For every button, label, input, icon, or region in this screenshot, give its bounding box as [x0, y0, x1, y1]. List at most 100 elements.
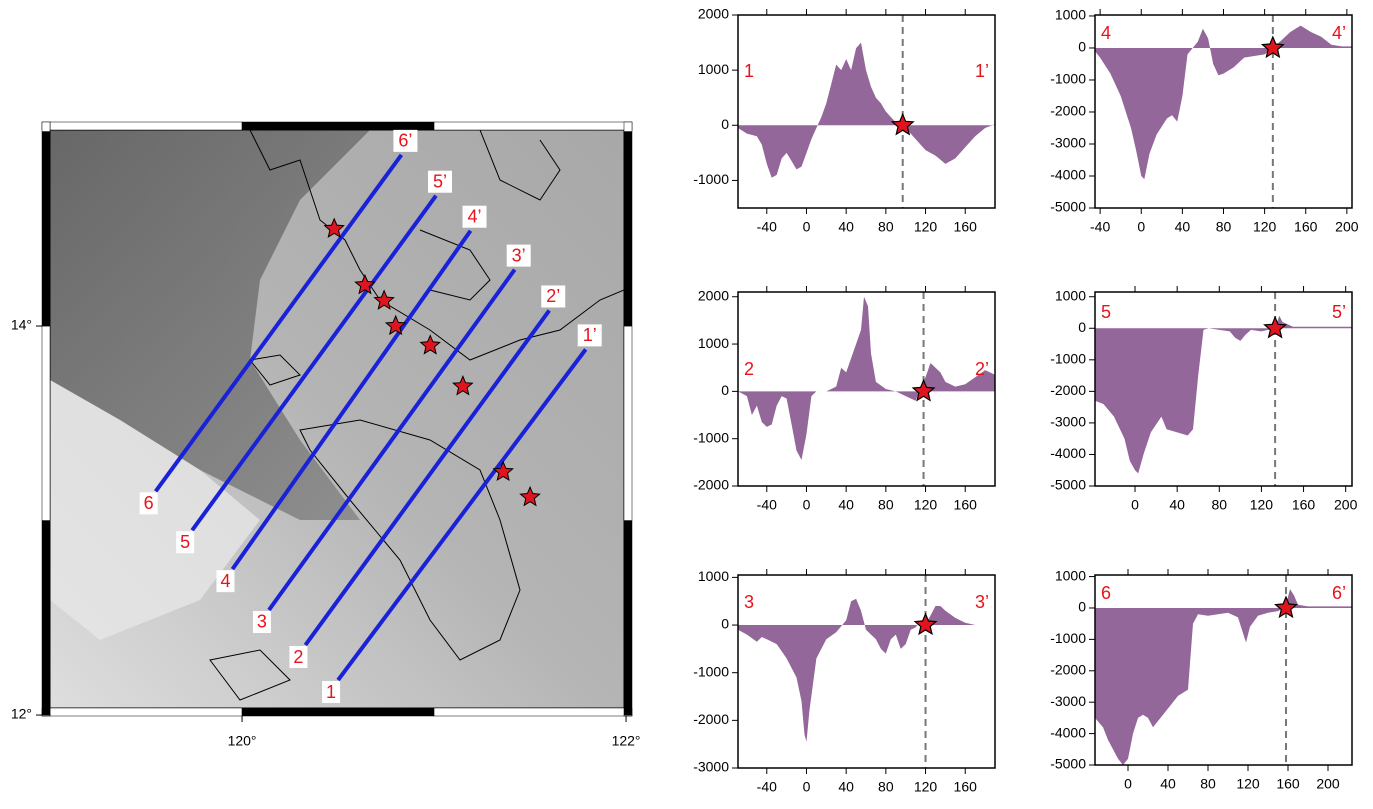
profile-label: 4	[220, 571, 230, 591]
profile-area	[738, 42, 995, 178]
y-tick-label: -2000	[1050, 382, 1086, 398]
y-tick-label: 0	[721, 616, 729, 632]
profile-area	[1095, 589, 1352, 765]
profile-line	[190, 194, 438, 532]
event-star	[913, 612, 938, 636]
frame-bar	[623, 121, 633, 132]
frame-bar	[241, 707, 435, 717]
profile-end-label: 3’	[975, 592, 989, 612]
y-tick-label: -1000	[1050, 351, 1086, 367]
y-tick-label: -4000	[1050, 445, 1086, 461]
x-tick-label: 80	[878, 497, 894, 513]
x-tick-label: 120	[914, 497, 938, 513]
profile-label-box	[427, 170, 452, 193]
x-tick-label: 160	[954, 779, 978, 795]
profile-label: 6’	[398, 131, 412, 151]
y-tick-label: 1000	[1055, 7, 1086, 23]
y-tick-label: -4000	[1050, 724, 1086, 740]
y-tick-label: 0	[1078, 319, 1086, 335]
profile-line	[154, 153, 404, 493]
y-tick-label: -3000	[693, 759, 729, 775]
y-tick-label: -5000	[1050, 756, 1086, 772]
profile-label: 3	[257, 612, 267, 632]
profile-area	[1095, 25, 1352, 180]
y-tick-label: -2000	[1050, 661, 1086, 677]
profile-start-label: 5	[1101, 302, 1111, 322]
y-tick-label: 0	[721, 382, 729, 398]
x-tick-label: 40	[838, 497, 854, 513]
profile-end-label: 2’	[975, 359, 989, 379]
event-star	[384, 314, 407, 336]
x-tick-label: 40	[838, 779, 854, 795]
profile-label: 4’	[468, 206, 482, 226]
x-tick-label: 120	[1236, 776, 1260, 792]
profile-label-box	[393, 129, 418, 152]
x-tick-label: 160	[954, 497, 978, 513]
plot-frame	[737, 574, 996, 769]
y-tick-label: 1000	[698, 61, 729, 77]
x-tick-label: 80	[1211, 497, 1227, 513]
x-tick-label: 80	[878, 219, 894, 235]
x-tick-label: 40	[838, 219, 854, 235]
event-star	[911, 378, 936, 402]
y-tick-label: -1000	[693, 663, 729, 679]
frame-bar	[623, 325, 633, 521]
profile-label-box	[322, 681, 341, 704]
y-tick-label: -1000	[1050, 630, 1086, 646]
profile-start-label: 6	[1101, 583, 1111, 603]
profile-label: 3’	[512, 245, 526, 265]
profile-area	[738, 296, 995, 460]
y-tick-label: 2000	[698, 287, 729, 303]
x-tick-label: 0	[803, 497, 811, 513]
x-tick-label: 120	[914, 779, 938, 795]
profile-end-label: 5’	[1332, 302, 1346, 322]
x-tick-label: 80	[1216, 219, 1232, 235]
profile-end-label: 6’	[1332, 583, 1346, 603]
x-tick-label: 0	[1124, 776, 1132, 792]
event-star	[419, 334, 441, 355]
frame-bar	[41, 325, 51, 521]
profile-label-box	[252, 610, 271, 633]
x-tick-label: 122°	[612, 733, 641, 749]
profile-area	[738, 598, 995, 742]
event-star	[354, 273, 376, 295]
frame-bar	[241, 121, 435, 131]
profile-label-box	[541, 285, 566, 308]
plot-frame	[737, 14, 996, 209]
frame-bar	[433, 121, 627, 131]
x-tick-label: -40	[757, 497, 777, 513]
profile-label: 1	[326, 682, 336, 702]
plot-frame	[1094, 291, 1353, 487]
y-tick-label: -3000	[1050, 693, 1086, 709]
profile-label: 5	[180, 532, 190, 552]
profile-label: 6	[144, 493, 154, 513]
y-tick-label: 0	[1078, 39, 1086, 55]
y-tick-label: 2000	[698, 6, 729, 22]
y-tick-label: 1000	[1055, 287, 1086, 303]
profile-end-label: 4’	[1332, 23, 1346, 43]
profile-label: 2	[293, 647, 303, 667]
x-tick-label: -40	[1090, 219, 1110, 235]
profile-label-box	[462, 205, 487, 228]
profile-start-label: 1	[744, 61, 754, 81]
frame-bar	[49, 121, 243, 131]
y-tick-label: -4000	[1050, 167, 1086, 183]
profile-label: 2’	[546, 286, 560, 306]
y-tick-label: 1000	[698, 568, 729, 584]
x-tick-label: 80	[878, 779, 894, 795]
event-star	[890, 112, 915, 136]
y-tick-label: -2000	[693, 711, 729, 727]
x-tick-label: 40	[1169, 497, 1185, 513]
y-tick-label: -5000	[1050, 477, 1086, 493]
x-tick-label: 160	[1292, 497, 1316, 513]
profile-label: 5’	[433, 171, 447, 191]
event-star	[452, 374, 474, 396]
y-tick-label: 12°	[11, 706, 32, 722]
profile-line	[230, 229, 473, 571]
profile-label-box	[216, 570, 235, 593]
x-tick-label: 0	[1137, 219, 1145, 235]
profile-label-box	[506, 244, 531, 267]
event-star	[323, 217, 345, 238]
frame-bar	[623, 520, 633, 716]
